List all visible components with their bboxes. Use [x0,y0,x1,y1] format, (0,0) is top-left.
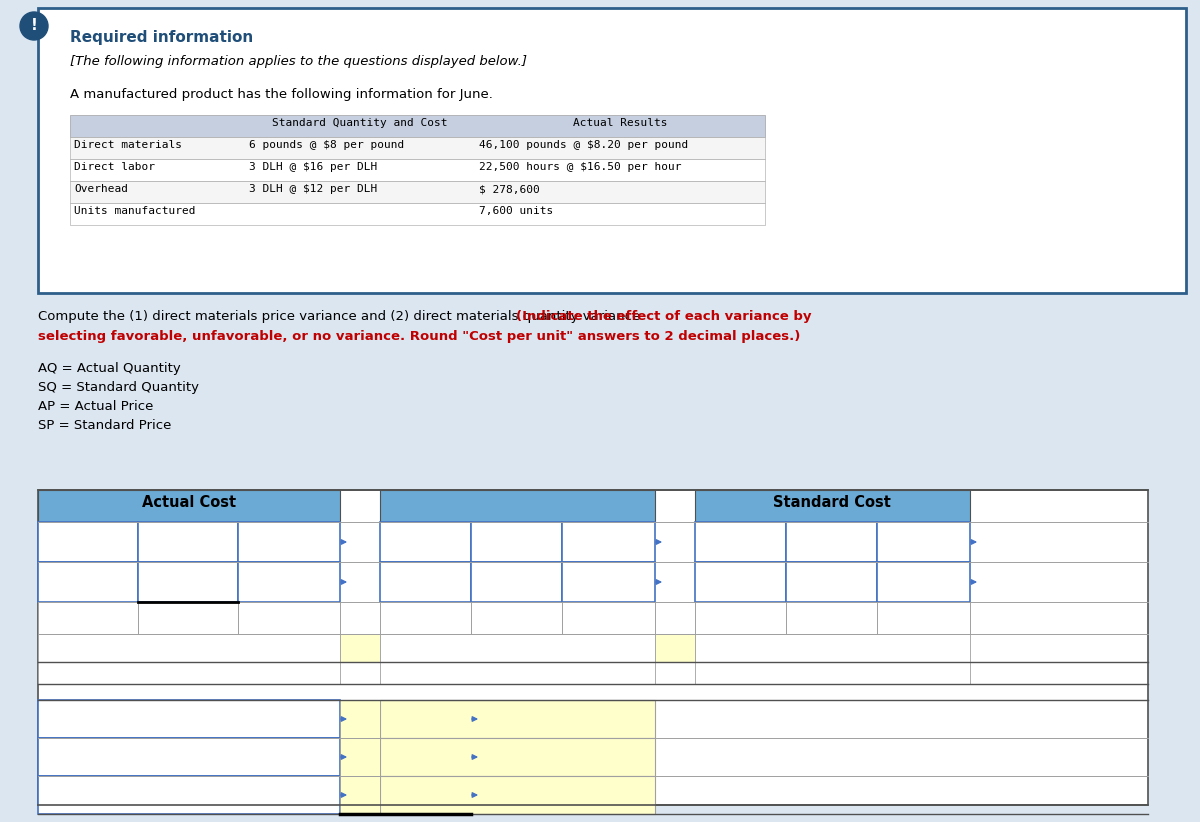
Bar [340,634,380,662]
Bar [695,522,786,562]
Text: Actual Cost: Actual Cost [142,495,236,510]
Text: A manufactured product has the following information for June.: A manufactured product has the following… [70,88,493,101]
Bar [786,562,877,602]
Bar [786,522,877,562]
Text: Actual Results: Actual Results [572,118,667,128]
Bar [340,700,380,738]
Bar [562,562,655,602]
Bar [380,776,655,814]
Bar [70,115,766,137]
Bar [38,562,138,602]
Text: $ 278,600: $ 278,600 [479,184,540,194]
Bar [70,137,766,159]
Bar [877,522,970,562]
Text: 22,500 hours @ $16.50 per hour: 22,500 hours @ $16.50 per hour [479,162,682,172]
Bar [470,562,562,602]
Bar [786,602,877,634]
Text: Standard Quantity and Cost: Standard Quantity and Cost [272,118,448,128]
Text: !: ! [30,19,37,34]
Bar [380,634,655,662]
Text: 3 DLH @ $16 per DLH: 3 DLH @ $16 per DLH [250,162,377,172]
Bar [70,203,766,225]
Bar [695,562,786,602]
Text: SQ = Standard Quantity: SQ = Standard Quantity [38,381,199,394]
Bar [138,602,238,634]
Bar [380,738,655,776]
Text: 6 pounds @ $8 per pound: 6 pounds @ $8 per pound [250,140,404,150]
Bar [695,634,970,662]
Text: Direct labor: Direct labor [74,162,155,172]
Bar [877,562,970,602]
Bar [70,159,766,181]
Text: 7,600 units: 7,600 units [479,206,553,216]
Bar [38,490,1148,805]
Bar [138,522,238,562]
Bar [695,602,786,634]
Bar [380,700,655,738]
Text: selecting favorable, unfavorable, or no variance. Round "Cost per unit" answers : selecting favorable, unfavorable, or no … [38,330,800,343]
Text: (Indicate the effect of each variance by: (Indicate the effect of each variance by [516,310,811,323]
Bar [380,490,655,522]
Bar [38,490,340,522]
Bar [562,522,655,562]
Bar [38,602,138,634]
Bar [655,634,695,662]
Bar [238,602,340,634]
Bar [695,490,970,522]
Bar [38,662,340,684]
Bar [695,662,970,684]
Bar [380,602,470,634]
Text: Direct materials: Direct materials [74,140,182,150]
Text: Required information: Required information [70,30,253,45]
Text: SP = Standard Price: SP = Standard Price [38,419,172,432]
Circle shape [20,12,48,40]
Text: Units manufactured: Units manufactured [74,206,196,216]
Bar [877,602,970,634]
Bar [38,8,1186,293]
Bar [340,738,380,776]
Text: Standard Cost: Standard Cost [773,495,890,510]
Bar [380,522,470,562]
Text: Compute the (1) direct materials price variance and (2) direct materials quantit: Compute the (1) direct materials price v… [38,310,649,323]
Bar [470,602,562,634]
Bar [340,776,380,814]
Bar [380,662,655,684]
Bar [238,562,340,602]
Text: Overhead: Overhead [74,184,128,194]
Text: AQ = Actual Quantity: AQ = Actual Quantity [38,362,181,375]
Bar [138,562,238,602]
Bar [38,738,340,776]
Text: [The following information applies to the questions displayed below.]: [The following information applies to th… [70,55,527,68]
Bar [38,634,340,662]
Text: AP = Actual Price: AP = Actual Price [38,400,154,413]
Text: 3 DLH @ $12 per DLH: 3 DLH @ $12 per DLH [250,184,377,194]
Bar [70,181,766,203]
Bar [38,700,340,738]
Bar [380,562,470,602]
Bar [470,522,562,562]
Bar [562,602,655,634]
Bar [38,776,340,814]
Text: 46,100 pounds @ $8.20 per pound: 46,100 pounds @ $8.20 per pound [479,140,689,150]
Bar [238,522,340,562]
Bar [38,522,138,562]
